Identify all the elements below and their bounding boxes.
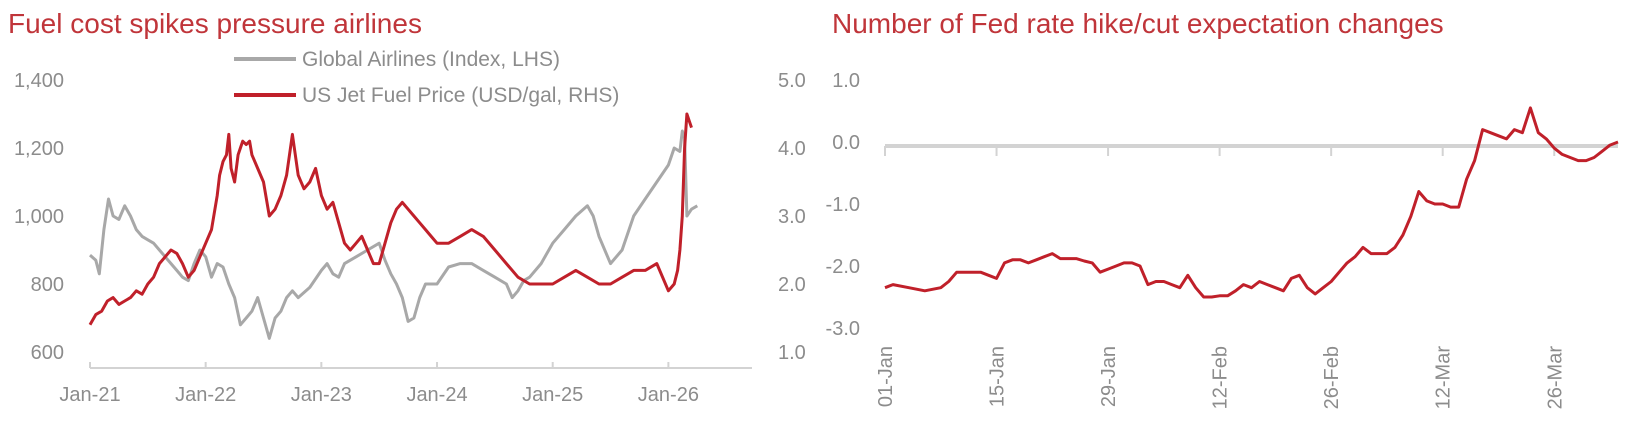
legend-label: US Jet Fuel Price (USD/gal, RHS) xyxy=(302,84,619,107)
right-chart-y-tick-label: 1.0 xyxy=(832,70,860,92)
left-y-tick-label: 600 xyxy=(31,342,64,364)
right-y-tick-label: 3.0 xyxy=(778,206,806,228)
left-x-tick-label: Jan-22 xyxy=(175,384,236,406)
right-chart-y-tick-label: 0.0 xyxy=(832,132,860,154)
right-y-axis-ticks: 5.0 4.0 3.0 2.0 1.0 xyxy=(778,70,806,364)
fed-expectation-changes-line xyxy=(884,106,1619,299)
legend-label: Global Airlines (Index, LHS) xyxy=(302,48,560,71)
left-x-axis-ticks: Jan-21 Jan-22 Jan-23 Jan-24 Jan-25 Jan-26 xyxy=(59,362,699,406)
right-y-tick-label: 4.0 xyxy=(778,138,806,160)
right-chart: Number of Fed rate hike/cut expectation … xyxy=(826,8,1619,409)
left-x-tick-label: Jan-21 xyxy=(59,384,120,406)
right-x-tick-label: 01-Jan xyxy=(875,346,897,407)
right-chart-y-tick-label: -3.0 xyxy=(826,318,860,340)
right-series-lines xyxy=(884,106,1619,299)
left-x-tick-label: Jan-24 xyxy=(406,384,467,406)
left-x-tick-label: Jan-23 xyxy=(291,384,352,406)
right-chart-y-tick-label: -1.0 xyxy=(826,194,860,216)
right-y-tick-label: 2.0 xyxy=(778,274,806,296)
left-x-tick-label: Jan-26 xyxy=(638,384,699,406)
right-x-tick-label: 26-Mar xyxy=(1544,346,1566,410)
left-x-tick-label: Jan-25 xyxy=(522,384,583,406)
left-chart: Fuel cost spikes pressure airlines Globa… xyxy=(8,8,806,406)
right-chart-y-tick-label: -2.0 xyxy=(826,256,860,278)
jet-fuel-price-line xyxy=(88,112,693,326)
right-chart-y-axis-ticks: 1.0 0.0 -1.0 -2.0 -3.0 xyxy=(826,70,860,340)
left-y-tick-label: 800 xyxy=(31,274,64,296)
right-x-tick-label: 12-Feb xyxy=(1210,346,1232,409)
left-y-tick-label: 1,400 xyxy=(14,70,64,92)
global-airlines-line xyxy=(89,129,699,340)
right-y-tick-label: 1.0 xyxy=(778,342,806,364)
left-chart-title: Fuel cost spikes pressure airlines xyxy=(8,8,422,39)
left-y-tick-label: 1,000 xyxy=(14,206,64,228)
right-x-tick-label: 26-Feb xyxy=(1321,346,1343,409)
right-x-tick-label: 12-Mar xyxy=(1433,346,1455,410)
left-y-tick-label: 1,200 xyxy=(14,138,64,160)
right-chart-x-axis-ticks: 01-Jan 15-Jan 29-Jan 12-Feb 26-Feb 12-Mar 26-M… xyxy=(875,146,1566,409)
left-series-lines xyxy=(88,112,699,340)
right-x-tick-label: 15-Jan xyxy=(987,346,1009,407)
left-y-axis-ticks: 1,400 1,200 1,000 800 600 xyxy=(14,70,64,364)
left-legend: Global Airlines (Index, LHS) US Jet Fuel … xyxy=(234,48,619,107)
right-y-tick-label: 5.0 xyxy=(778,70,806,92)
right-x-tick-label: 29-Jan xyxy=(1098,346,1120,407)
right-chart-title: Number of Fed rate hike/cut expectation … xyxy=(832,8,1444,39)
